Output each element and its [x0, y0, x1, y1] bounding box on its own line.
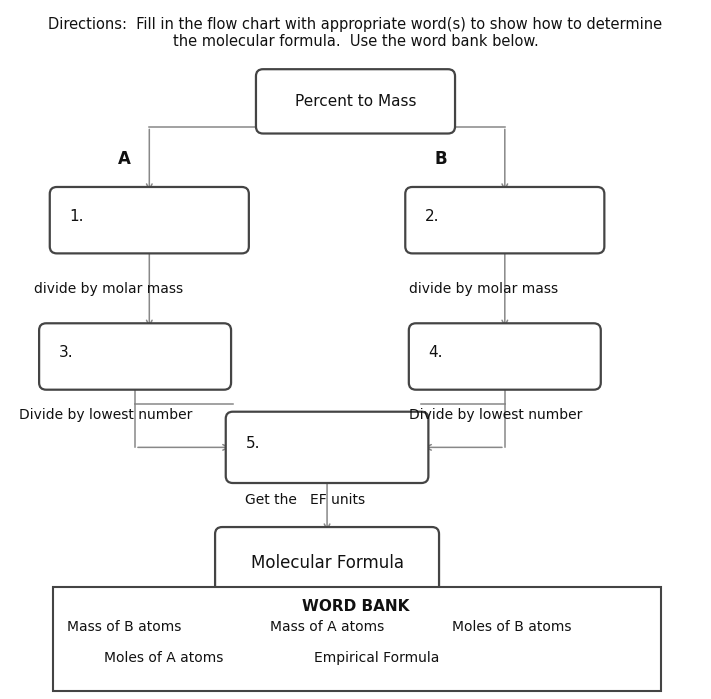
FancyBboxPatch shape — [405, 187, 604, 253]
Text: B: B — [434, 150, 447, 168]
Text: WORD BANK: WORD BANK — [301, 599, 410, 614]
FancyBboxPatch shape — [53, 587, 661, 691]
Text: 3.: 3. — [59, 345, 74, 361]
Text: Mass of A atoms: Mass of A atoms — [270, 620, 384, 634]
Text: 1.: 1. — [70, 209, 84, 224]
Text: Get the   EF units: Get the EF units — [245, 493, 365, 507]
Text: Empirical Formula: Empirical Formula — [314, 651, 439, 665]
Text: Directions:  Fill in the flow chart with appropriate word(s) to show how to dete: Directions: Fill in the flow chart with … — [48, 17, 663, 32]
FancyBboxPatch shape — [226, 412, 428, 483]
Text: Molecular Formula: Molecular Formula — [250, 554, 404, 572]
FancyBboxPatch shape — [256, 69, 455, 134]
Text: Mass of B atoms: Mass of B atoms — [68, 620, 181, 634]
Text: Moles of A atoms: Moles of A atoms — [104, 651, 223, 665]
Text: divide by molar mass: divide by molar mass — [409, 282, 558, 296]
Text: Divide by lowest number: Divide by lowest number — [19, 408, 193, 421]
FancyBboxPatch shape — [409, 323, 601, 390]
FancyBboxPatch shape — [39, 323, 231, 390]
Text: Moles of B atoms: Moles of B atoms — [452, 620, 572, 634]
Text: 2.: 2. — [425, 209, 439, 224]
Text: divide by molar mass: divide by molar mass — [34, 282, 183, 296]
FancyBboxPatch shape — [215, 527, 439, 598]
Text: Percent to Mass: Percent to Mass — [295, 94, 416, 109]
FancyBboxPatch shape — [50, 187, 249, 253]
Text: the molecular formula.  Use the word bank below.: the molecular formula. Use the word bank… — [173, 34, 538, 48]
Text: A: A — [118, 150, 131, 168]
Text: 5.: 5. — [246, 436, 260, 452]
Text: Divide by lowest number: Divide by lowest number — [409, 408, 582, 421]
Text: 4.: 4. — [429, 345, 443, 361]
